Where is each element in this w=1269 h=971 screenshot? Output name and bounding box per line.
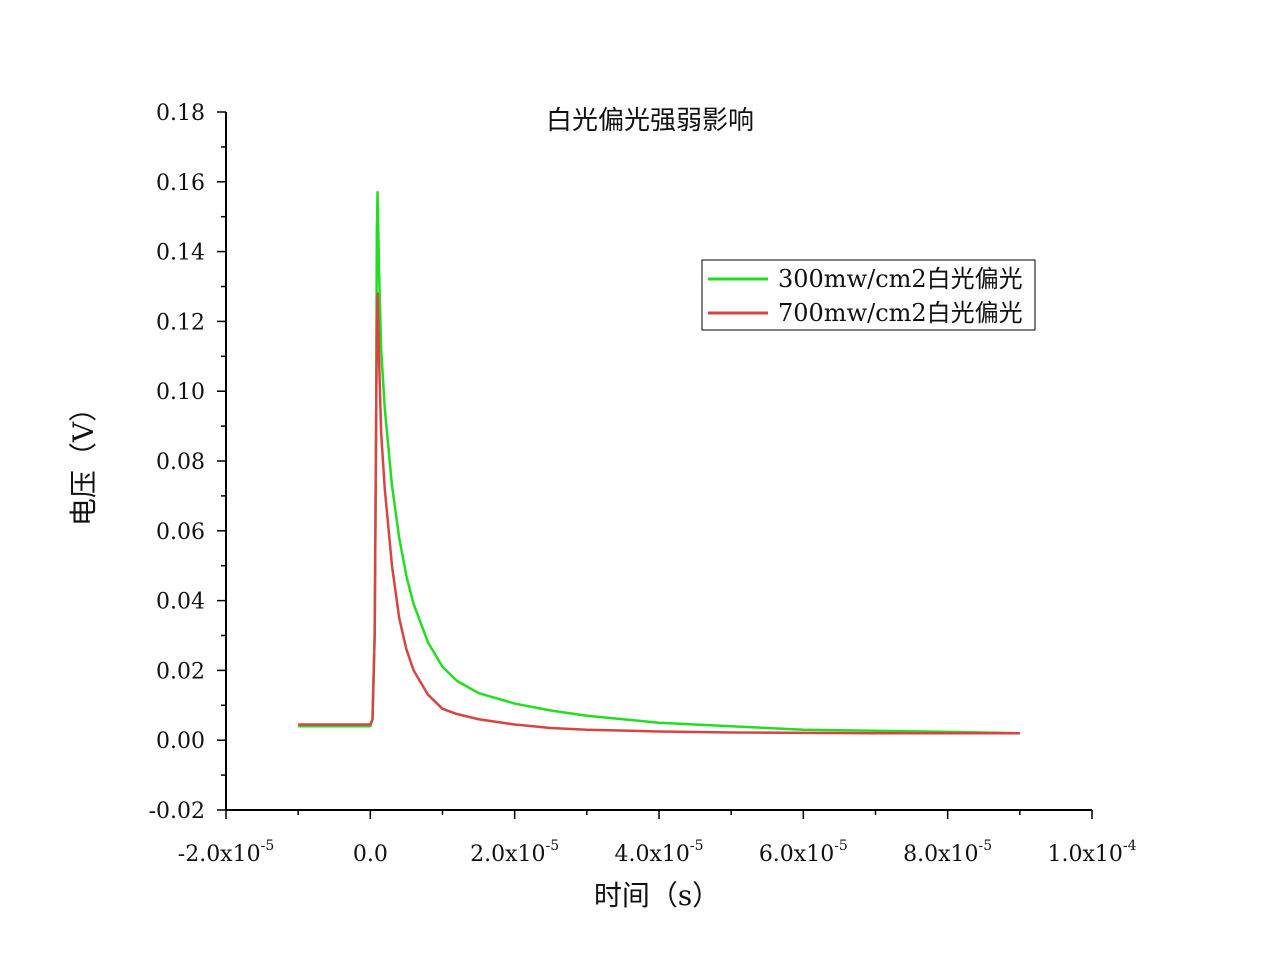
x-tick-label: -2.0x10-5: [178, 838, 274, 867]
x-tick-label: 1.0x10-4: [1047, 838, 1136, 867]
y-tick-label: 0.08: [156, 450, 205, 475]
y-tick-label: 0.06: [156, 520, 205, 545]
x-tick-label: 4.0x10-5: [614, 838, 703, 867]
y-tick-label: 0.14: [156, 241, 205, 266]
legend-label-300mw: 300mw/cm2白光偏光: [778, 265, 1023, 293]
y-tick-label: 0.00: [156, 729, 205, 754]
plot-series: [298, 191, 1020, 735]
x-tick-label: 2.0x10-5: [470, 838, 559, 867]
y-tick-label: -0.02: [149, 799, 205, 824]
legend: 300mw/cm2白光偏光 700mw/cm2白光偏光: [701, 259, 1036, 331]
y-axis-title: 电压（V）: [67, 394, 100, 526]
x-axis-title: 时间（s）: [594, 879, 720, 912]
legend-label-700mw: 700mw/cm2白光偏光: [778, 299, 1023, 327]
x-tick-label: 8.0x10-5: [903, 838, 992, 867]
series-line-1: [298, 292, 1020, 735]
y-tick-label: 0.12: [156, 310, 205, 335]
y-tick-label: 0.04: [156, 590, 205, 615]
legend-box: [701, 259, 1036, 331]
y-tick-label: 0.18: [156, 101, 205, 126]
x-tick-label: 0.0: [353, 842, 388, 867]
y-tick-label: 0.16: [156, 171, 205, 196]
x-tick-label: 6.0x10-5: [759, 838, 848, 867]
chart-title: 白光偏光强弱影响: [546, 106, 754, 136]
y-axis-ticks: -0.02 0.00 0.02 0.04 0.06 0.08 0.10 0.12 0.14 0.1…: [149, 101, 226, 824]
x-axis-ticks: -2.0x10-5 0.0 2.0x10-5 4.0x10-5 6.0x10-5 8.0x…: [178, 810, 1137, 867]
y-tick-label: 0.02: [156, 659, 205, 684]
y-tick-label: 0.10: [156, 380, 205, 405]
